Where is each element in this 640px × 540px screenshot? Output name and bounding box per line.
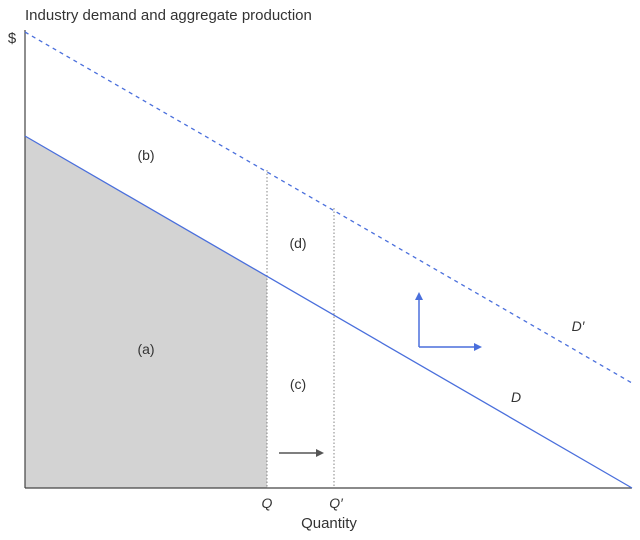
q-prime-tick-label: Q′ [329, 495, 344, 511]
demand-shift-arrows [415, 292, 482, 351]
region-label-d: (d) [289, 235, 306, 251]
diagram-title: Industry demand and aggregate production [25, 7, 312, 24]
shaded-area-a [25, 136, 267, 488]
shifted-demand-curve [24, 31, 633, 384]
demand-curve [24, 135, 633, 489]
q-tick-label: Q [262, 495, 273, 511]
demand-label: D [511, 389, 521, 405]
region-label-a: (a) [137, 341, 154, 357]
shifted-demand-label: D′ [572, 318, 586, 334]
region-label-c: (c) [290, 376, 306, 392]
x-axis-label: Quantity [301, 515, 357, 532]
y-axis-label: $ [8, 30, 17, 47]
region-label-b: (b) [137, 147, 154, 163]
